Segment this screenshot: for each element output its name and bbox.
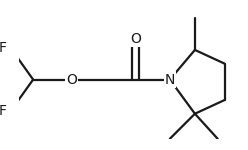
- Text: O: O: [66, 73, 77, 87]
- Text: O: O: [130, 32, 141, 46]
- Text: N: N: [165, 73, 175, 87]
- Text: F: F: [0, 41, 7, 55]
- Text: F: F: [0, 104, 7, 118]
